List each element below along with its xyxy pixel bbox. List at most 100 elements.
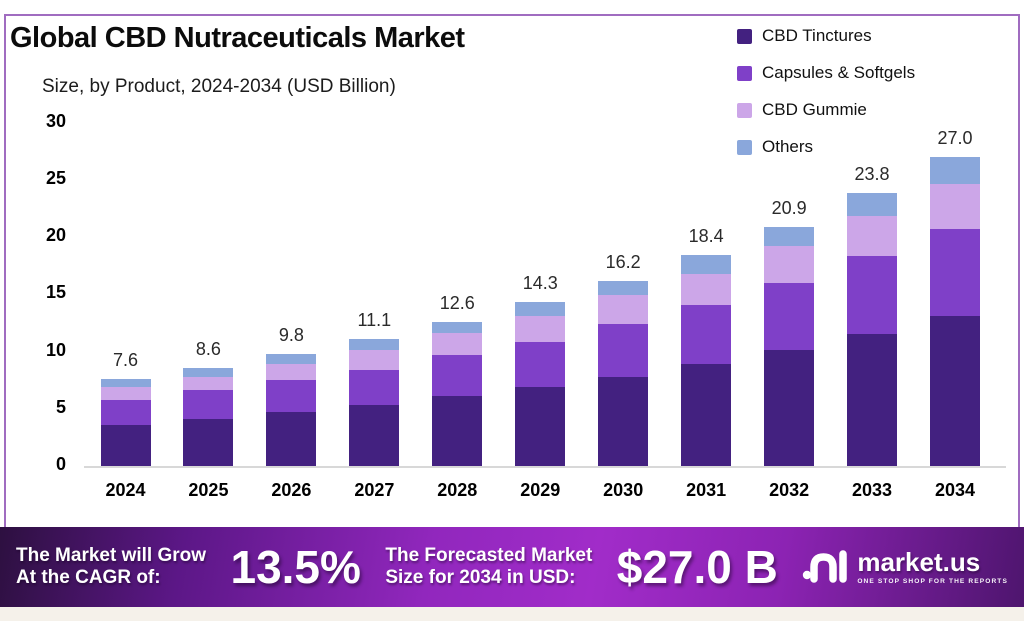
bar-segment-cbd-tinctures xyxy=(847,334,898,466)
legend-label: Capsules & Softgels xyxy=(762,63,916,82)
bar-segment-capsules-softgels xyxy=(930,228,980,316)
legend-item: Others xyxy=(737,135,915,159)
bar-segment-capsules-softgels xyxy=(681,304,732,365)
x-axis-baseline xyxy=(84,466,1006,468)
bar-segment-cbd-gummie xyxy=(681,273,732,305)
logo-text: market.us xyxy=(857,547,981,577)
x-axis-year-label: 2024 xyxy=(105,480,146,500)
cagr-label-line2: At the CAGR of: xyxy=(16,567,161,588)
bar-segment-capsules-softgels xyxy=(598,324,649,377)
bar-segment-others xyxy=(432,321,483,334)
x-axis-year-label: 2027 xyxy=(354,480,395,500)
y-axis-tick-label: 25 xyxy=(45,167,66,188)
forecast-value: $27.0 B xyxy=(616,541,778,593)
bar-segment-others xyxy=(764,226,815,247)
bar-segment-cbd-gummie xyxy=(183,376,234,391)
bar-segment-cbd-gummie xyxy=(515,316,566,343)
banner: The Market will Grow At the CAGR of: 13.… xyxy=(0,527,1024,607)
bar-segment-cbd-gummie xyxy=(598,295,649,325)
y-axis-tick-label: 30 xyxy=(45,110,66,131)
marketus-logo-icon xyxy=(803,550,848,583)
bar-total-label: 27.0 xyxy=(937,127,973,148)
legend-item: CBD Tinctures xyxy=(737,24,915,48)
bar-total-label: 12.6 xyxy=(439,292,475,313)
bar-segment-others xyxy=(515,302,566,316)
bar-total-label: 11.1 xyxy=(357,309,392,330)
bar-segment-others xyxy=(100,378,151,387)
bar-segment-others xyxy=(266,353,317,365)
bar-total-label: 9.8 xyxy=(278,324,304,345)
x-axis-year-label: 2025 xyxy=(188,480,229,500)
y-axis-tick-label: 15 xyxy=(45,282,66,303)
x-axis-year-label: 2031 xyxy=(686,480,727,500)
page-subtitle: Size, by Product, 2024-2034 (USD Billion… xyxy=(42,76,396,97)
legend-swatch xyxy=(737,65,752,81)
bar-segment-cbd-tinctures xyxy=(930,316,980,466)
logo-tagline: ONE STOP SHOP FOR THE REPORTS xyxy=(857,578,1008,585)
x-axis-year-label: 2034 xyxy=(934,480,976,500)
forecast-label-line1: The Forecasted Market xyxy=(385,544,593,566)
bar-segment-capsules-softgels xyxy=(764,282,815,351)
bar-total-label: 20.9 xyxy=(771,197,807,218)
cagr-value: 13.5% xyxy=(230,541,361,593)
bar-segment-cbd-gummie xyxy=(930,184,980,229)
forecast-label-line2: Size for 2034 in USD: xyxy=(385,567,576,588)
forecast-label: The Forecasted Market Size for 2034 in U… xyxy=(385,545,592,590)
bar-segment-cbd-gummie xyxy=(847,216,898,257)
bar-total-label: 18.4 xyxy=(688,226,724,247)
x-axis-year-label: 2032 xyxy=(769,480,810,500)
y-axis-tick-label: 0 xyxy=(55,454,66,474)
bar-segment-others xyxy=(847,193,898,217)
bar-total-label: 23.8 xyxy=(854,164,890,185)
bar-segment-cbd-tinctures xyxy=(266,412,317,466)
bar-segment-capsules-softgels xyxy=(432,354,483,397)
bar-segment-capsules-softgels xyxy=(847,256,898,335)
bar-segment-cbd-tinctures xyxy=(598,376,649,466)
bar-segment-cbd-gummie xyxy=(266,364,317,381)
bar-segment-capsules-softgels xyxy=(100,399,151,425)
bar-segment-cbd-gummie xyxy=(100,386,151,400)
y-axis-tick-label: 20 xyxy=(45,225,66,245)
bar-segment-cbd-tinctures xyxy=(515,386,566,466)
legend-swatch xyxy=(737,102,752,118)
bar-segment-cbd-tinctures xyxy=(681,364,732,466)
y-axis-tick-label: 5 xyxy=(55,396,66,417)
legend: CBD Tinctures Capsules & Softgels CBD Gumm… xyxy=(737,24,915,159)
bar-total-label: 7.6 xyxy=(112,349,139,370)
bar-segment-cbd-tinctures xyxy=(183,419,234,466)
bar-segment-others xyxy=(349,338,400,351)
x-axis-year-label: 2029 xyxy=(520,480,561,500)
legend-label: Others xyxy=(762,137,814,156)
legend-swatch xyxy=(737,139,752,155)
page-title: Global CBD Nutraceuticals Market xyxy=(10,22,465,54)
bar-total-label: 14.3 xyxy=(522,273,558,294)
bar-segment-others xyxy=(598,280,649,296)
bar-segment-cbd-tinctures xyxy=(349,405,400,466)
bar-segment-cbd-tinctures xyxy=(432,396,483,466)
bar-segment-others xyxy=(930,156,980,185)
cagr-label-line1: The Market will Grow xyxy=(16,544,207,566)
y-axis-tick-label: 10 xyxy=(45,339,66,360)
bar-segment-capsules-softgels xyxy=(183,390,234,420)
bar-segment-cbd-gummie xyxy=(764,246,815,283)
bar-segment-capsules-softgels xyxy=(515,342,566,387)
logo-text-block: market.us ONE STOP SHOP FOR THE REPORTS xyxy=(857,549,1008,585)
x-axis-year-label: 2030 xyxy=(603,480,644,500)
bar-segment-capsules-softgels xyxy=(349,369,400,406)
x-axis-year-label: 2033 xyxy=(852,480,893,500)
bar-segment-others xyxy=(681,255,732,274)
bar-total-label: 8.6 xyxy=(195,338,221,359)
bar-segment-cbd-gummie xyxy=(432,333,483,355)
x-axis-year-label: 2026 xyxy=(271,480,312,500)
bar-segment-cbd-tinctures xyxy=(764,350,815,466)
legend-item: CBD Gummie xyxy=(737,98,915,122)
cagr-label: The Market will Grow At the CAGR of: xyxy=(16,545,206,590)
bar-segment-cbd-gummie xyxy=(349,350,400,370)
bar-segment-capsules-softgels xyxy=(266,380,317,413)
x-axis-year-label: 2028 xyxy=(437,480,478,500)
legend-label: CBD Gummie xyxy=(762,100,867,119)
legend-item: Capsules & Softgels xyxy=(737,61,915,85)
bar-segment-others xyxy=(183,367,234,377)
